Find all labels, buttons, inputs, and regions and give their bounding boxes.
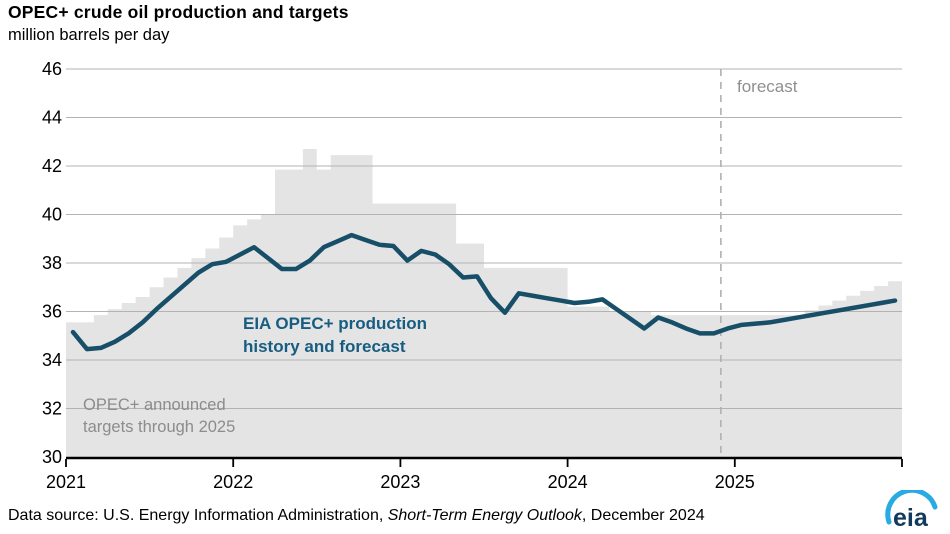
targets-label-line2: targets through 2025 [83,417,236,436]
targets-label-line1: OPEC+ announced [83,396,226,414]
data-source: Data source: U.S. Energy Information Adm… [8,507,705,525]
production-line [70,232,898,352]
targets-series-label: OPEC+ announced targets through 2025 [83,395,235,438]
data-source-publication: Short-Term Energy Outlook [387,507,582,524]
chart-subtitle: million barrels per day [8,26,170,44]
y-tick-label-36: 36 [42,302,62,322]
y-tick-label-32: 32 [42,399,62,419]
y-tick-label-38: 38 [42,253,62,273]
production-label-line1: EIA OPEC+ production [243,314,428,333]
y-tick-label-30: 30 [42,447,62,467]
chart-title: OPEC+ crude oil production and targets [8,2,349,22]
eia-logo-text: eia [893,504,929,532]
targets-step-area [66,149,902,457]
eia-logo-swoosh [885,490,938,525]
x-tick-label-2021: 2021 [46,472,86,492]
y-tick-label-42: 42 [42,156,62,176]
forecast-label: forecast [737,77,798,96]
y-tick-label-34: 34 [42,350,62,370]
production-series-label: EIA OPEC+ production history and forecas… [243,312,427,358]
data-source-suffix: , December 2024 [581,507,705,524]
x-tick-label-2024: 2024 [548,472,588,492]
data-source-prefix: Data source: U.S. Energy Information Adm… [8,507,388,524]
production-label-line2: history and forecast [243,337,406,356]
y-tick-label-40: 40 [42,205,62,225]
eia-logo: eia [885,490,938,532]
x-tick-label-2025: 2025 [715,472,755,492]
y-tick-label-44: 44 [42,108,62,128]
y-tick-label-46: 46 [42,59,62,79]
x-tick-label-2022: 2022 [213,472,253,492]
x-tick-label-2023: 2023 [380,472,420,492]
